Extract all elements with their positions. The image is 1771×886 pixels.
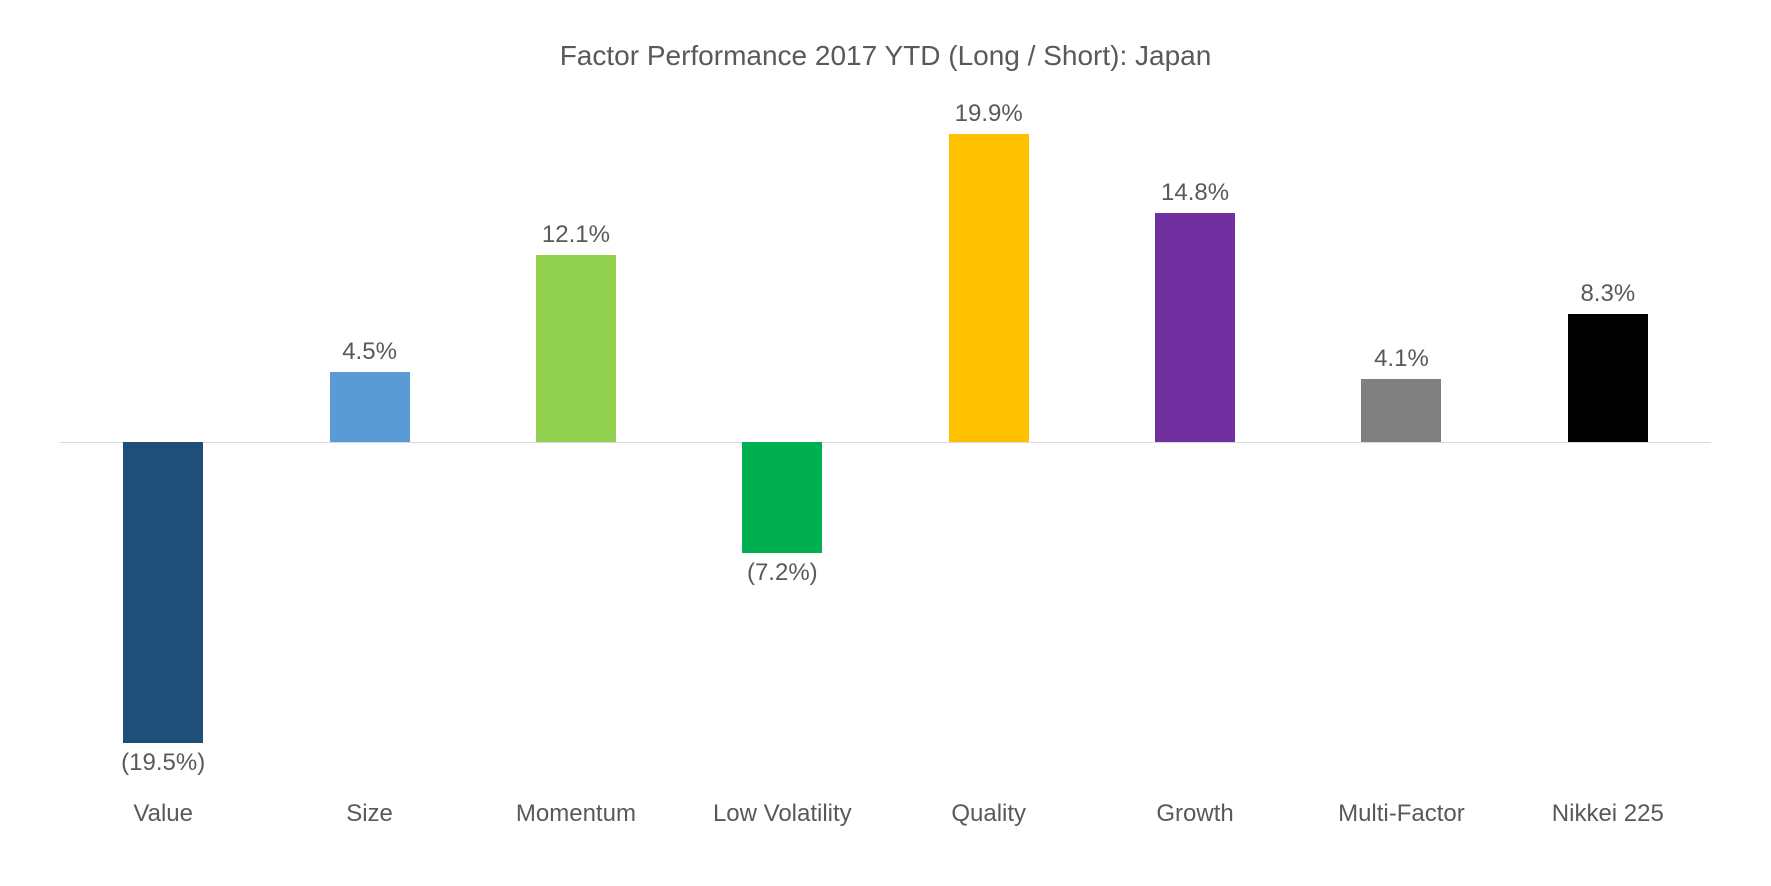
bar-slot: 19.9%: [886, 102, 1092, 782]
plot-area: (19.5%) 4.5% 12.1% (7.2%) 19.9% 14.8% 4.1% 8.3%: [60, 102, 1711, 782]
category-label: Value: [60, 800, 266, 828]
value-label: 8.3%: [1508, 280, 1708, 308]
category-label: Growth: [1092, 800, 1298, 828]
category-axis: ValueSizeMomentumLow VolatilityQualityGr…: [60, 800, 1711, 828]
factor-performance-chart: Factor Performance 2017 YTD (Long / Shor…: [0, 0, 1771, 886]
bars-container: (19.5%) 4.5% 12.1% (7.2%) 19.9% 14.8% 4.1% 8.3%: [60, 102, 1711, 782]
bar: [536, 255, 616, 442]
bar: [1155, 213, 1235, 442]
bar: [949, 134, 1029, 442]
bar-slot: (19.5%): [60, 102, 266, 782]
category-label: Low Volatility: [679, 800, 885, 828]
value-label: (19.5%): [63, 749, 263, 777]
category-label: Size: [266, 800, 472, 828]
bar: [1568, 314, 1648, 442]
category-label: Nikkei 225: [1505, 800, 1711, 828]
bar-slot: (7.2%): [679, 102, 885, 782]
bar: [123, 442, 203, 743]
bar: [742, 442, 822, 553]
value-label: 4.5%: [270, 338, 470, 366]
chart-title: Factor Performance 2017 YTD (Long / Shor…: [60, 30, 1711, 72]
bar-slot: 12.1%: [473, 102, 679, 782]
category-label: Momentum: [473, 800, 679, 828]
bar-slot: 14.8%: [1092, 102, 1298, 782]
bar-slot: 8.3%: [1505, 102, 1711, 782]
value-label: 19.9%: [889, 100, 1089, 128]
value-label: 14.8%: [1095, 179, 1295, 207]
value-label: 4.1%: [1301, 345, 1501, 373]
category-label: Multi-Factor: [1298, 800, 1504, 828]
value-label: 12.1%: [476, 221, 676, 249]
value-label: (7.2%): [682, 559, 882, 587]
bar-slot: 4.1%: [1298, 102, 1504, 782]
bar: [1361, 379, 1441, 442]
bar: [330, 372, 410, 442]
category-label: Quality: [886, 800, 1092, 828]
bar-slot: 4.5%: [266, 102, 472, 782]
